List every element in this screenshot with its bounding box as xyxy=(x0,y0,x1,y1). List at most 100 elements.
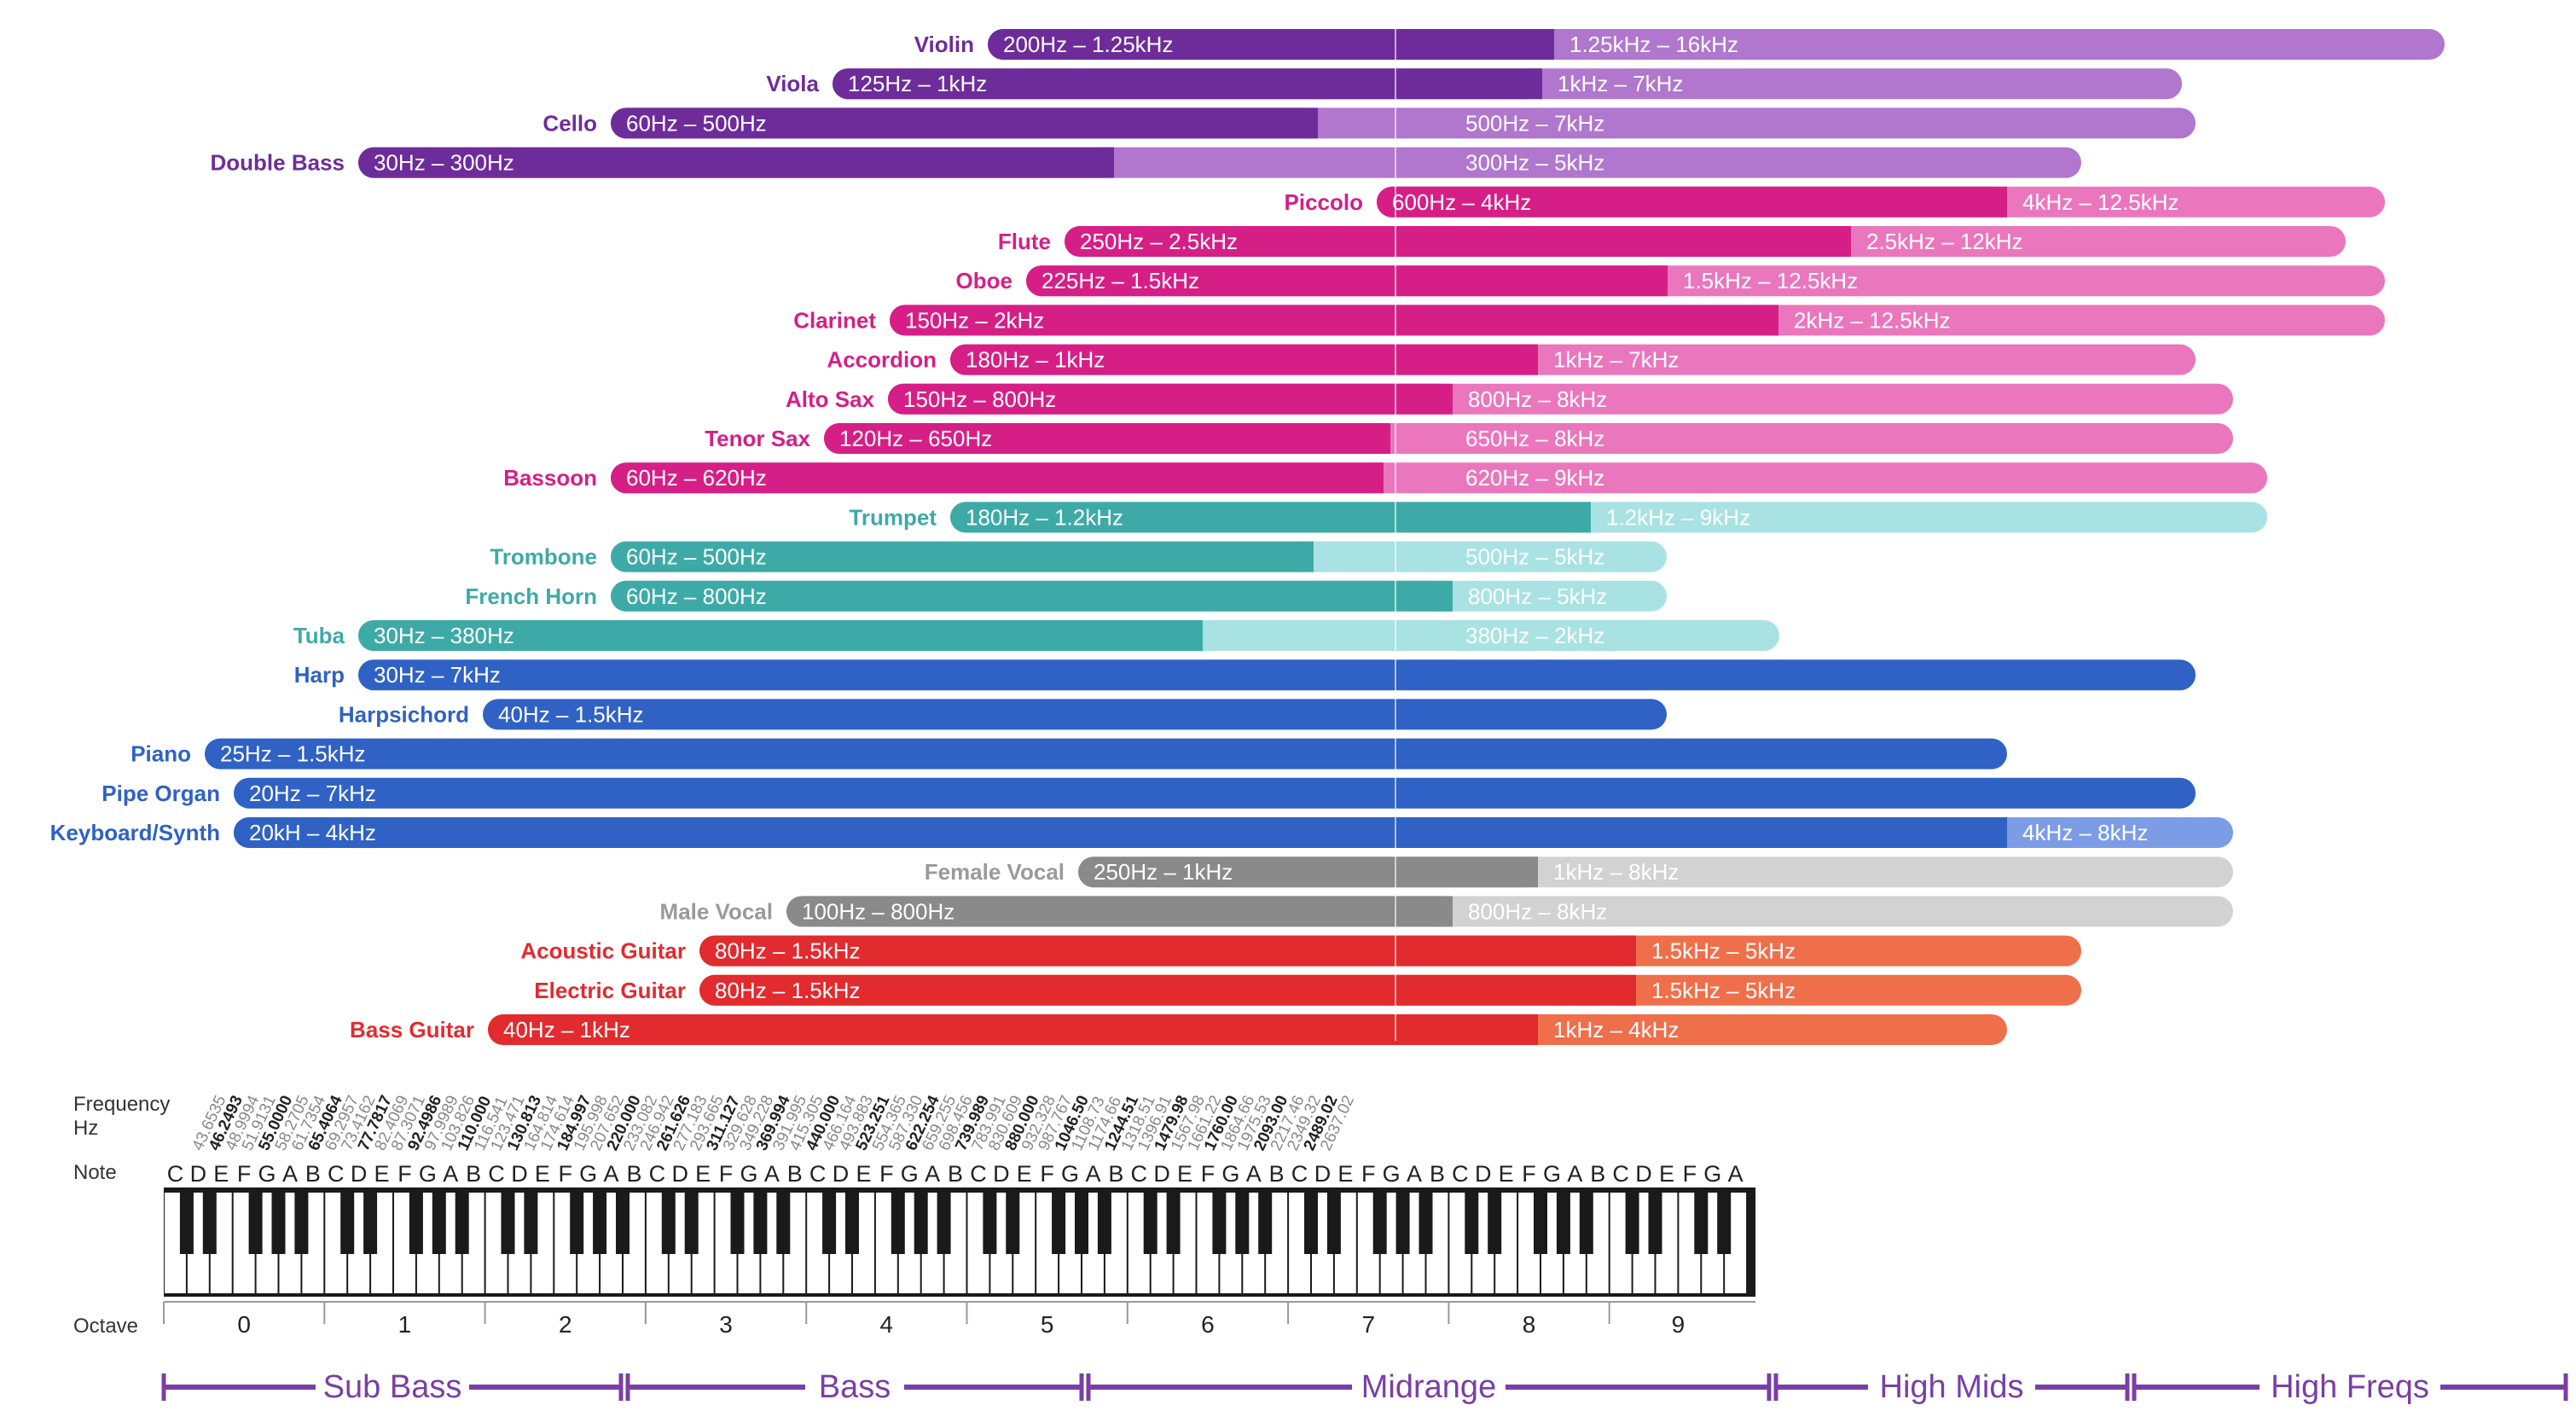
black-key xyxy=(1395,1193,1410,1254)
fundamental-bar xyxy=(611,580,1453,612)
harmonics-range-label: 800Hz – 8kHz xyxy=(1468,386,1607,412)
instrument-label: Pipe Organ xyxy=(102,781,220,806)
fundamental-bar xyxy=(488,1014,1538,1045)
fundamental-range-label: 250Hz – 1kHz xyxy=(1094,859,1233,885)
band-label: High Freqs xyxy=(2271,1369,2429,1405)
octave-axis-label: Octave xyxy=(73,1315,138,1338)
black-key xyxy=(1579,1193,1593,1254)
fundamental-bar xyxy=(699,935,1636,967)
black-key xyxy=(570,1193,584,1254)
note-letter: B xyxy=(787,1161,803,1187)
note-letter: D xyxy=(351,1161,368,1187)
fundamental-range-label: 150Hz – 2kHz xyxy=(905,307,1044,333)
fundamental-bar xyxy=(1078,856,1538,888)
fundamental-range-label: 200Hz – 1.25kHz xyxy=(1003,32,1173,57)
band-label: High Mids xyxy=(1880,1369,2024,1405)
fundamental-bar xyxy=(611,462,1384,494)
instrument-label: Piccolo xyxy=(1285,189,1363,215)
instrument-label: Bass Guitar xyxy=(350,1017,474,1042)
black-key xyxy=(776,1193,791,1254)
fundamental-bar xyxy=(699,974,1636,1006)
fundamental-range-label: 40Hz – 1.5kHz xyxy=(498,701,644,727)
octave-number: 2 xyxy=(559,1311,572,1338)
note-letter: F xyxy=(1683,1161,1697,1187)
harmonics-range-label: 620Hz – 9kHz xyxy=(1465,465,1604,491)
harmonics-range-label: 1.2kHz – 9kHz xyxy=(1606,504,1750,530)
black-key xyxy=(294,1193,309,1254)
instrument-label: Acoustic Guitar xyxy=(520,938,686,964)
note-letter: G xyxy=(258,1161,276,1187)
note-letter: F xyxy=(237,1161,252,1187)
fundamental-range-label: 20Hz – 7kHz xyxy=(249,781,376,806)
fundamental-bar-join xyxy=(1437,383,1453,415)
harmonics-range-label: 1kHz – 7kHz xyxy=(1553,347,1679,373)
fundamental-bar-join xyxy=(1523,344,1538,375)
harmonics-range-label: 4kHz – 8kHz xyxy=(2022,820,2148,845)
note-letter: B xyxy=(948,1161,963,1187)
black-key xyxy=(891,1193,905,1254)
note-letter: C xyxy=(488,1161,505,1187)
fundamental-range-label: 30Hz – 380Hz xyxy=(374,623,514,648)
fundamental-bar xyxy=(483,699,1667,730)
note-letter: A xyxy=(1407,1161,1422,1187)
note-letter: B xyxy=(626,1161,641,1187)
note-letter: F xyxy=(879,1161,894,1187)
fundamental-range-label: 30Hz – 7kHz xyxy=(374,662,501,688)
octave-number: 6 xyxy=(1201,1311,1215,1338)
note-axis-label: Note xyxy=(73,1161,117,1184)
fundamental-range-label: 60Hz – 500Hz xyxy=(626,544,767,570)
black-key xyxy=(1052,1193,1066,1254)
black-key xyxy=(524,1193,538,1254)
instrument-label: Alto Sax xyxy=(786,386,875,412)
note-letter: A xyxy=(1085,1161,1100,1187)
fundamental-range-label: 20kH – 4kHz xyxy=(249,820,376,845)
black-key xyxy=(593,1193,607,1254)
octave-number: 3 xyxy=(719,1311,733,1338)
fundamental-range-label: 60Hz – 800Hz xyxy=(626,584,767,609)
fundamental-bar-join xyxy=(1621,974,1636,1006)
black-key xyxy=(1326,1193,1341,1254)
note-letter: A xyxy=(1728,1161,1743,1187)
note-letter: B xyxy=(305,1161,321,1187)
instrument-label: Male Vocal xyxy=(660,898,773,924)
fundamental-range-label: 30Hz – 300Hz xyxy=(374,150,514,176)
fundamental-bar xyxy=(950,344,1538,375)
band-label: Bass xyxy=(819,1369,891,1405)
harmonics-range-label: 380Hz – 2kHz xyxy=(1465,623,1604,648)
black-key xyxy=(363,1193,378,1254)
note-letter: C xyxy=(1452,1161,1469,1187)
note-letter: E xyxy=(1337,1161,1353,1187)
octave-number: 7 xyxy=(1361,1311,1375,1338)
note-letter: E xyxy=(1177,1161,1192,1187)
octave-axis: 0 1 2 3 4 5 6 7 8 9 xyxy=(163,1301,1756,1338)
black-key xyxy=(1166,1193,1181,1254)
harmonics-range-label: 2kHz – 12.5kHz xyxy=(1794,307,1951,333)
note-letter: A xyxy=(1246,1161,1262,1187)
note-letter: D xyxy=(1314,1161,1332,1187)
black-key xyxy=(822,1193,837,1254)
instrument-label: Harp xyxy=(294,662,345,688)
note-letter: C xyxy=(649,1161,666,1187)
note-letter: F xyxy=(1040,1161,1054,1187)
instrument-label: Electric Guitar xyxy=(534,978,686,1003)
black-key xyxy=(1075,1193,1088,1254)
fundamental-range-label: 25Hz – 1.5kHz xyxy=(220,741,366,767)
note-letter: F xyxy=(559,1161,573,1187)
note-letter: G xyxy=(579,1161,597,1187)
note-letter: E xyxy=(1499,1161,1514,1187)
fundamental-bar xyxy=(205,738,2007,769)
instrument-label: Tenor Sax xyxy=(705,426,810,451)
note-letter: F xyxy=(1201,1161,1215,1187)
note-letter: E xyxy=(695,1161,711,1187)
fundamental-bar-join xyxy=(1621,935,1636,967)
black-key xyxy=(730,1193,745,1254)
instrument-label: Female Vocal xyxy=(925,859,1065,885)
fundamental-bar-join xyxy=(1539,29,1554,60)
instrument-label: Violin xyxy=(914,32,974,57)
fundamental-bar xyxy=(358,659,2196,691)
fundamental-bar xyxy=(988,29,1554,60)
note-letter: B xyxy=(466,1161,481,1187)
note-letter: A xyxy=(282,1161,298,1187)
harmonics-range-label: 1.25kHz – 16kHz xyxy=(1569,32,1738,57)
